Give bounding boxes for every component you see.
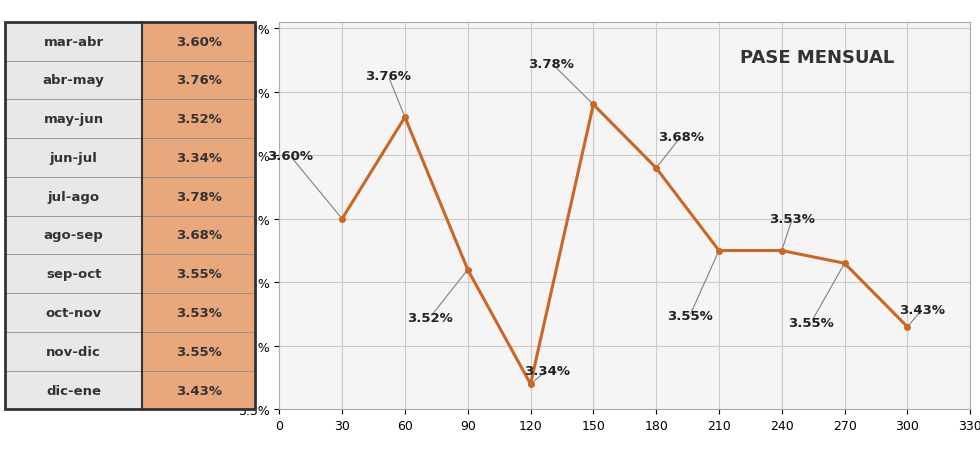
Text: jun-jul: jun-jul bbox=[50, 152, 98, 165]
Bar bbox=[5, 216, 142, 255]
Bar bbox=[142, 332, 255, 371]
Text: 3.68%: 3.68% bbox=[175, 229, 221, 242]
Text: 3.55%: 3.55% bbox=[175, 268, 221, 281]
Text: 3.76%: 3.76% bbox=[366, 70, 411, 83]
Text: 3.52%: 3.52% bbox=[407, 311, 453, 324]
Bar bbox=[5, 139, 142, 177]
Bar bbox=[5, 255, 142, 293]
Bar bbox=[142, 139, 255, 177]
Text: dic-ene: dic-ene bbox=[46, 384, 101, 397]
Bar bbox=[142, 371, 255, 410]
Text: 3.34%: 3.34% bbox=[175, 152, 221, 165]
Text: may-jun: may-jun bbox=[43, 113, 104, 126]
Text: 3.76%: 3.76% bbox=[175, 74, 221, 87]
Bar bbox=[5, 332, 142, 371]
Bar bbox=[5, 100, 142, 139]
Text: 3.53%: 3.53% bbox=[769, 213, 815, 226]
Text: abr-may: abr-may bbox=[43, 74, 105, 87]
Bar bbox=[142, 23, 255, 61]
Text: 3.55%: 3.55% bbox=[175, 345, 221, 358]
Bar bbox=[5, 61, 142, 100]
Bar bbox=[142, 255, 255, 293]
Bar bbox=[5, 23, 142, 61]
Text: 3.55%: 3.55% bbox=[666, 310, 712, 323]
Bar bbox=[142, 177, 255, 216]
Text: nov-dic: nov-dic bbox=[46, 345, 101, 358]
Text: sep-oct: sep-oct bbox=[46, 268, 101, 281]
Text: 3.78%: 3.78% bbox=[175, 190, 221, 203]
Text: 3.68%: 3.68% bbox=[659, 131, 705, 143]
Text: 3.52%: 3.52% bbox=[175, 113, 221, 126]
Text: jul-ago: jul-ago bbox=[48, 190, 100, 203]
Bar bbox=[142, 293, 255, 332]
Text: 3.60%: 3.60% bbox=[267, 149, 313, 162]
Bar bbox=[142, 61, 255, 100]
Text: 3.43%: 3.43% bbox=[899, 303, 945, 316]
Bar bbox=[142, 216, 255, 255]
Text: 3.53%: 3.53% bbox=[175, 306, 221, 319]
Bar bbox=[142, 100, 255, 139]
Bar bbox=[5, 177, 142, 216]
Text: 3.43%: 3.43% bbox=[175, 384, 221, 397]
Text: PASE MENSUAL: PASE MENSUAL bbox=[740, 49, 894, 66]
Text: mar-abr: mar-abr bbox=[43, 35, 104, 49]
Bar bbox=[5, 371, 142, 410]
Bar bbox=[5, 293, 142, 332]
Text: ago-sep: ago-sep bbox=[44, 229, 104, 242]
Text: 3.34%: 3.34% bbox=[524, 364, 570, 377]
Text: oct-nov: oct-nov bbox=[45, 306, 102, 319]
Text: 3.55%: 3.55% bbox=[788, 316, 834, 329]
Text: 3.78%: 3.78% bbox=[528, 57, 574, 71]
Text: 3.60%: 3.60% bbox=[175, 35, 221, 49]
